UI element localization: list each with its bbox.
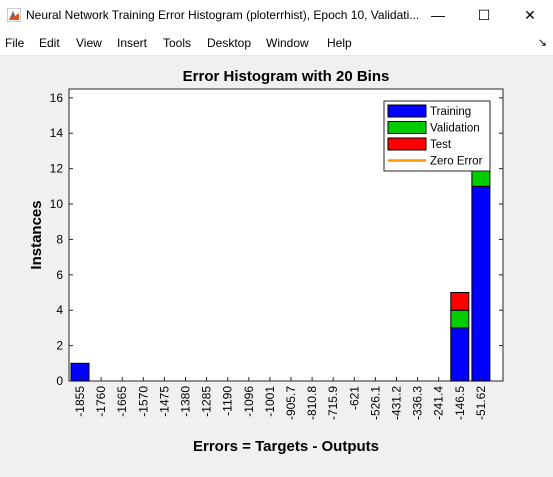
x-tick-label: -1190 xyxy=(221,386,235,416)
y-tick-label: 10 xyxy=(50,197,64,211)
menu-insert[interactable]: Insert xyxy=(117,36,148,50)
x-tick-label: -51.62 xyxy=(474,386,488,420)
x-tick-label: -526.1 xyxy=(368,386,382,420)
x-tick-label: -905.7 xyxy=(284,386,298,420)
error-histogram-chart: Error Histogram with 20 Bins 0 2 4 6 8 10 12 14… xyxy=(28,68,504,455)
legend-swatch-validation xyxy=(387,121,427,134)
y-tick-label: 4 xyxy=(56,303,63,317)
x-tick-label: -621 xyxy=(347,386,361,410)
chart-title: Error Histogram with 20 Bins xyxy=(183,68,390,85)
menu-view[interactable]: View xyxy=(76,36,102,50)
matlab-figure-icon xyxy=(7,8,21,22)
y-tick-label: 14 xyxy=(50,126,64,140)
y-tick-label: 0 xyxy=(56,374,63,388)
x-tick-label: -1760 xyxy=(94,386,108,417)
x-tick-label: -1285 xyxy=(200,386,214,417)
close-button[interactable]: ✕ xyxy=(507,0,553,30)
menu-file[interactable]: File xyxy=(5,36,25,50)
bar-training-19 xyxy=(471,185,491,382)
y-tick-label: 16 xyxy=(50,91,64,105)
x-tick-label: -146.5 xyxy=(453,386,467,420)
bar-training-18 xyxy=(450,327,470,382)
minimize-button[interactable]: — xyxy=(415,0,461,30)
minimize-icon: — xyxy=(431,7,445,23)
x-tick-label: -241.4 xyxy=(432,386,446,420)
legend-label-test: Test xyxy=(430,139,452,151)
legend-label-zero-error: Zero Error xyxy=(430,156,483,168)
menu-help[interactable]: Help xyxy=(327,36,352,50)
x-tick-label: -1001 xyxy=(263,386,277,417)
maximize-icon: ☐ xyxy=(477,6,491,23)
y-axis-label: Instances xyxy=(28,200,45,269)
x-tick-label: -336.3 xyxy=(411,386,425,420)
maximize-button[interactable]: ☐ xyxy=(461,0,507,30)
dock-arrow-icon[interactable]: ↘ xyxy=(537,37,547,49)
menu-window[interactable]: Window xyxy=(266,36,309,50)
x-tick-label: -1570 xyxy=(136,386,150,417)
figure-area: Error Histogram with 20 Bins 0 2 4 6 8 10 12 14… xyxy=(0,56,553,472)
menu-bar: File Edit View Insert Tools Desktop Wind… xyxy=(0,30,553,56)
x-tick-label: -715.9 xyxy=(326,386,340,420)
x-tick-label: -810.8 xyxy=(305,386,319,420)
window-title: Neural Network Training Error Histogram … xyxy=(26,8,420,22)
menu-tools[interactable]: Tools xyxy=(163,36,192,50)
x-axis: -1855 -1760 -1665 -1570 -1475 -1380 -1285 -1190… xyxy=(73,377,488,420)
y-tick-label: 12 xyxy=(50,162,64,176)
x-axis-label: Errors = Targets - Outputs xyxy=(193,438,379,455)
legend-swatch-test xyxy=(387,137,427,151)
legend: Training Validation Test Zero Error xyxy=(383,100,491,172)
y-tick-label: 2 xyxy=(56,339,63,353)
x-tick-label: -1665 xyxy=(115,386,129,417)
x-tick-label: -1855 xyxy=(73,386,87,417)
legend-swatch-training xyxy=(387,104,427,118)
bar-validation-18 xyxy=(450,309,470,329)
legend-label-training: Training xyxy=(430,106,471,118)
x-tick-label: -1380 xyxy=(179,386,193,417)
menu-edit[interactable]: Edit xyxy=(39,36,60,50)
bars-group xyxy=(70,115,491,382)
menu-desktop[interactable]: Desktop xyxy=(207,36,252,50)
title-bar: Neural Network Training Error Histogram … xyxy=(0,0,553,30)
y-tick-label: 8 xyxy=(56,232,63,246)
y-axis: 0 2 4 6 8 10 12 14 16 xyxy=(50,91,503,388)
x-tick-label: -431.2 xyxy=(390,386,404,420)
y-tick-label: 6 xyxy=(56,268,63,282)
legend-label-validation: Validation xyxy=(430,123,480,135)
bar-test-18 xyxy=(450,292,470,311)
x-tick-label: -1475 xyxy=(157,386,171,417)
x-tick-label: -1096 xyxy=(242,386,256,417)
close-icon: ✕ xyxy=(524,6,536,23)
